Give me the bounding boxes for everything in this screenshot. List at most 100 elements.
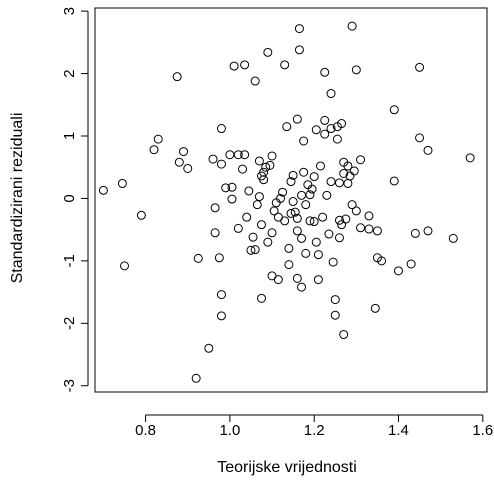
data-point bbox=[309, 172, 319, 182]
data-point bbox=[297, 190, 307, 200]
data-point bbox=[250, 76, 260, 86]
y-tick-label: 2 bbox=[61, 69, 78, 77]
data-point bbox=[322, 190, 332, 200]
data-point bbox=[204, 343, 214, 353]
data-point bbox=[210, 203, 220, 213]
data-point bbox=[214, 253, 224, 263]
data-point bbox=[299, 136, 309, 146]
data-point bbox=[330, 295, 340, 305]
data-point bbox=[356, 155, 366, 165]
data-point bbox=[410, 228, 420, 238]
data-point bbox=[278, 187, 288, 197]
axes: 0.8 1.0 1.2 1.4 1.6 -3 -2 -1 0 1 2 3 bbox=[61, 7, 493, 439]
data-point bbox=[250, 245, 260, 255]
data-point bbox=[244, 186, 254, 196]
data-point bbox=[208, 154, 218, 164]
data-point bbox=[311, 125, 321, 135]
data-point bbox=[256, 220, 266, 230]
data-point bbox=[415, 62, 425, 72]
data-point bbox=[326, 124, 336, 134]
data-point bbox=[301, 200, 311, 210]
data-point bbox=[337, 220, 347, 230]
data-point bbox=[334, 178, 344, 188]
data-point bbox=[225, 150, 235, 160]
data-point bbox=[423, 145, 433, 155]
data-point bbox=[313, 250, 323, 260]
data-point bbox=[246, 245, 256, 255]
data-point bbox=[193, 253, 203, 263]
data-point bbox=[282, 122, 292, 132]
x-tick-label: 1.4 bbox=[388, 422, 409, 439]
data-point bbox=[372, 226, 382, 236]
data-point bbox=[280, 60, 290, 70]
data-point bbox=[261, 162, 271, 172]
data-point bbox=[240, 150, 250, 160]
data-point bbox=[292, 226, 302, 236]
data-point bbox=[324, 229, 334, 239]
data-points bbox=[98, 21, 475, 383]
data-point bbox=[216, 159, 226, 169]
data-point bbox=[294, 24, 304, 34]
data-point bbox=[275, 193, 285, 203]
data-point bbox=[370, 303, 380, 313]
data-point bbox=[120, 261, 130, 271]
data-point bbox=[337, 119, 347, 129]
data-point bbox=[356, 223, 366, 233]
data-point bbox=[334, 233, 344, 243]
data-point bbox=[227, 182, 237, 192]
data-point bbox=[448, 233, 458, 243]
data-point bbox=[153, 134, 163, 144]
data-point bbox=[309, 217, 319, 227]
data-point bbox=[280, 216, 290, 226]
y-tick-label: 3 bbox=[61, 7, 78, 15]
data-point bbox=[341, 214, 351, 224]
data-point bbox=[311, 237, 321, 247]
data-point bbox=[216, 124, 226, 134]
data-point bbox=[259, 167, 269, 177]
data-point bbox=[256, 293, 266, 303]
x-axis-title: Teorijske vrijednosti bbox=[217, 459, 357, 476]
data-point bbox=[320, 115, 330, 125]
data-point bbox=[423, 226, 433, 236]
data-point bbox=[330, 310, 340, 320]
data-point bbox=[415, 133, 425, 143]
y-axis-title: Standardizirani reziduali bbox=[9, 113, 26, 284]
data-point bbox=[292, 273, 302, 283]
data-point bbox=[183, 163, 193, 173]
data-point bbox=[351, 65, 361, 75]
data-point bbox=[233, 150, 243, 160]
data-point bbox=[290, 207, 300, 217]
data-point bbox=[349, 166, 359, 176]
data-point bbox=[316, 161, 326, 171]
data-point bbox=[233, 223, 243, 233]
data-point bbox=[248, 232, 258, 242]
data-point bbox=[98, 185, 108, 195]
x-tick-label: 1.2 bbox=[304, 422, 325, 439]
data-point bbox=[343, 178, 353, 188]
data-point bbox=[339, 330, 349, 340]
data-point bbox=[389, 176, 399, 186]
y-tick-label: -2 bbox=[61, 317, 78, 330]
data-point bbox=[305, 190, 315, 200]
data-point bbox=[210, 228, 220, 238]
data-point bbox=[320, 129, 330, 139]
data-point bbox=[297, 233, 307, 243]
data-point bbox=[286, 177, 296, 187]
data-point bbox=[117, 178, 127, 188]
y-tick-label: 1 bbox=[61, 132, 78, 140]
data-point bbox=[227, 194, 237, 204]
data-point bbox=[307, 184, 317, 194]
x-tick-label: 1.0 bbox=[219, 422, 240, 439]
data-point bbox=[393, 266, 403, 276]
data-point bbox=[263, 237, 273, 247]
data-point bbox=[389, 105, 399, 115]
data-point bbox=[364, 224, 374, 234]
y-tick-label: -3 bbox=[61, 379, 78, 392]
data-point bbox=[326, 89, 336, 99]
data-point bbox=[347, 200, 357, 210]
data-point bbox=[299, 167, 309, 177]
y-tick-label: 0 bbox=[61, 194, 78, 202]
data-point bbox=[263, 47, 273, 57]
data-point bbox=[377, 256, 387, 266]
y-tick-label: -1 bbox=[61, 254, 78, 267]
